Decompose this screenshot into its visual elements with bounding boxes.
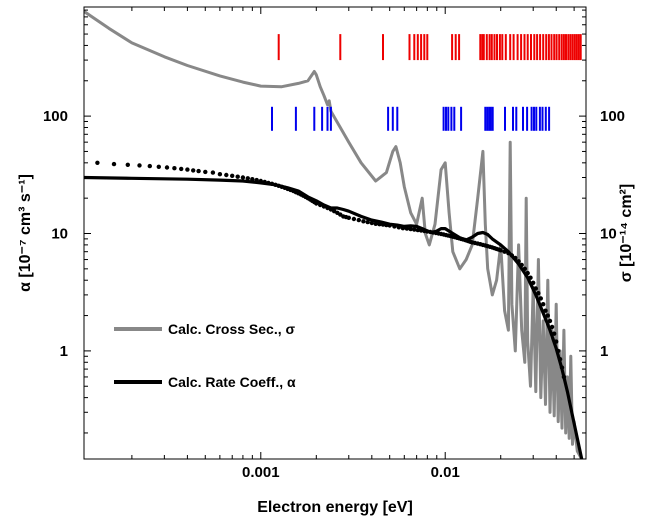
data-point-measured (210, 170, 216, 175)
data-point-measured (240, 175, 246, 180)
data-point-measured (538, 296, 543, 301)
data-point-measured (506, 251, 511, 256)
data-point-measured (502, 249, 507, 254)
data-point-measured (559, 365, 565, 370)
data-point-measured (552, 331, 557, 336)
data-point-measured (387, 223, 392, 228)
data-point-measured (545, 313, 550, 318)
data-point-measured (217, 172, 223, 177)
x-axis-title: Electron energy [eV] (257, 499, 413, 516)
series-layer (84, 10, 584, 459)
data-point-measured (266, 180, 271, 186)
data-point-measured (156, 164, 161, 169)
data-point-measured (377, 222, 382, 227)
data-point-measured (531, 280, 536, 285)
data-point-measured (262, 179, 267, 185)
data-point-measured (325, 205, 330, 211)
data-point-measured (185, 167, 190, 172)
data-point-measured (254, 177, 259, 183)
data-point-measured (111, 161, 117, 167)
data-point-measured (203, 169, 208, 175)
data-point-measured (172, 166, 177, 171)
data-point-measured (235, 174, 240, 179)
data-point-measured (224, 172, 229, 178)
data-point-measured (549, 324, 555, 330)
data-point-measured (396, 225, 401, 230)
data-point-measured (196, 168, 201, 174)
y-tick-label-right: 10 (600, 226, 617, 243)
data-point-measured (528, 275, 533, 280)
data-point-measured (516, 259, 521, 264)
data-point-measured (557, 357, 563, 362)
data-point-measured (384, 222, 389, 228)
data-point-measured (269, 181, 275, 186)
data-point-measured (321, 204, 327, 209)
data-point-measured (561, 374, 567, 380)
data-point-measured (346, 215, 351, 220)
data-point-measured (125, 162, 130, 167)
tick-layer: 0.001 0.01 1 1 10 10 100 100 (43, 7, 625, 481)
data-point-measured (328, 207, 334, 212)
data-point-measured (179, 166, 184, 172)
y-tick-label-left: 10 (51, 226, 68, 243)
y-tick-label-right: 1 (600, 343, 608, 360)
series-line-cross-section (84, 10, 584, 459)
right-y-axis-title: σ [10⁻¹⁴ cm²] (618, 184, 635, 282)
data-point-measured (361, 219, 366, 224)
data-point-measured (258, 178, 263, 184)
data-point-measured (365, 219, 370, 225)
y-tick-label-left: 1 (60, 343, 68, 360)
data-point-measured (230, 173, 235, 178)
data-point-measured (509, 253, 515, 258)
data-point-measured (191, 168, 196, 173)
data-point-measured (415, 227, 420, 233)
y-tick-label-left: 100 (43, 108, 68, 125)
data-point-measured (250, 177, 255, 182)
data-point-measured (519, 262, 524, 268)
x-tick-label: 0.001 (242, 464, 280, 481)
left-y-axis-title: α [10⁻⁷ cm³ s⁻¹] (17, 174, 34, 292)
data-point-measured (380, 222, 386, 227)
data-point-measured (318, 202, 323, 208)
data-point-measured (525, 270, 530, 276)
data-point-measured (408, 226, 413, 232)
data-point-measured (541, 302, 546, 307)
data-point-measured (147, 163, 152, 169)
data-point-measured (556, 348, 561, 354)
data-point-measured (554, 339, 559, 344)
data-point-measured (245, 176, 250, 181)
data-point-measured (400, 226, 406, 231)
data-point-measured (351, 216, 357, 222)
legend-label-cross-section: Calc. Cross Sec., σ (168, 321, 296, 337)
data-point-measured (273, 182, 278, 187)
data-point-measured (392, 224, 397, 229)
data-point-measured (536, 291, 541, 296)
data-point-measured (164, 165, 170, 170)
plot-frame (83, 6, 587, 460)
data-point-measured (95, 160, 100, 165)
x-tick-label: 0.01 (431, 464, 460, 481)
data-point-measured (543, 308, 548, 313)
data-point-measured (369, 220, 374, 226)
data-point-measured (533, 286, 538, 291)
data-point-measured (547, 318, 553, 324)
y-tick-label-right: 100 (600, 108, 625, 125)
data-point-measured (137, 163, 142, 168)
data-point-measured (513, 255, 518, 261)
data-point-measured (498, 248, 503, 253)
data-point-measured (373, 221, 378, 226)
data-point-measured (314, 201, 319, 206)
data-point-measured (404, 226, 410, 231)
data-point-measured (356, 217, 361, 223)
legend: Calc. Cross Sec., σ Calc. Rate Coeff., α (114, 321, 296, 390)
data-point-measured (412, 227, 417, 232)
legend-label-rate-coefficient: Calc. Rate Coeff., α (168, 374, 296, 390)
data-point-measured (522, 266, 527, 271)
